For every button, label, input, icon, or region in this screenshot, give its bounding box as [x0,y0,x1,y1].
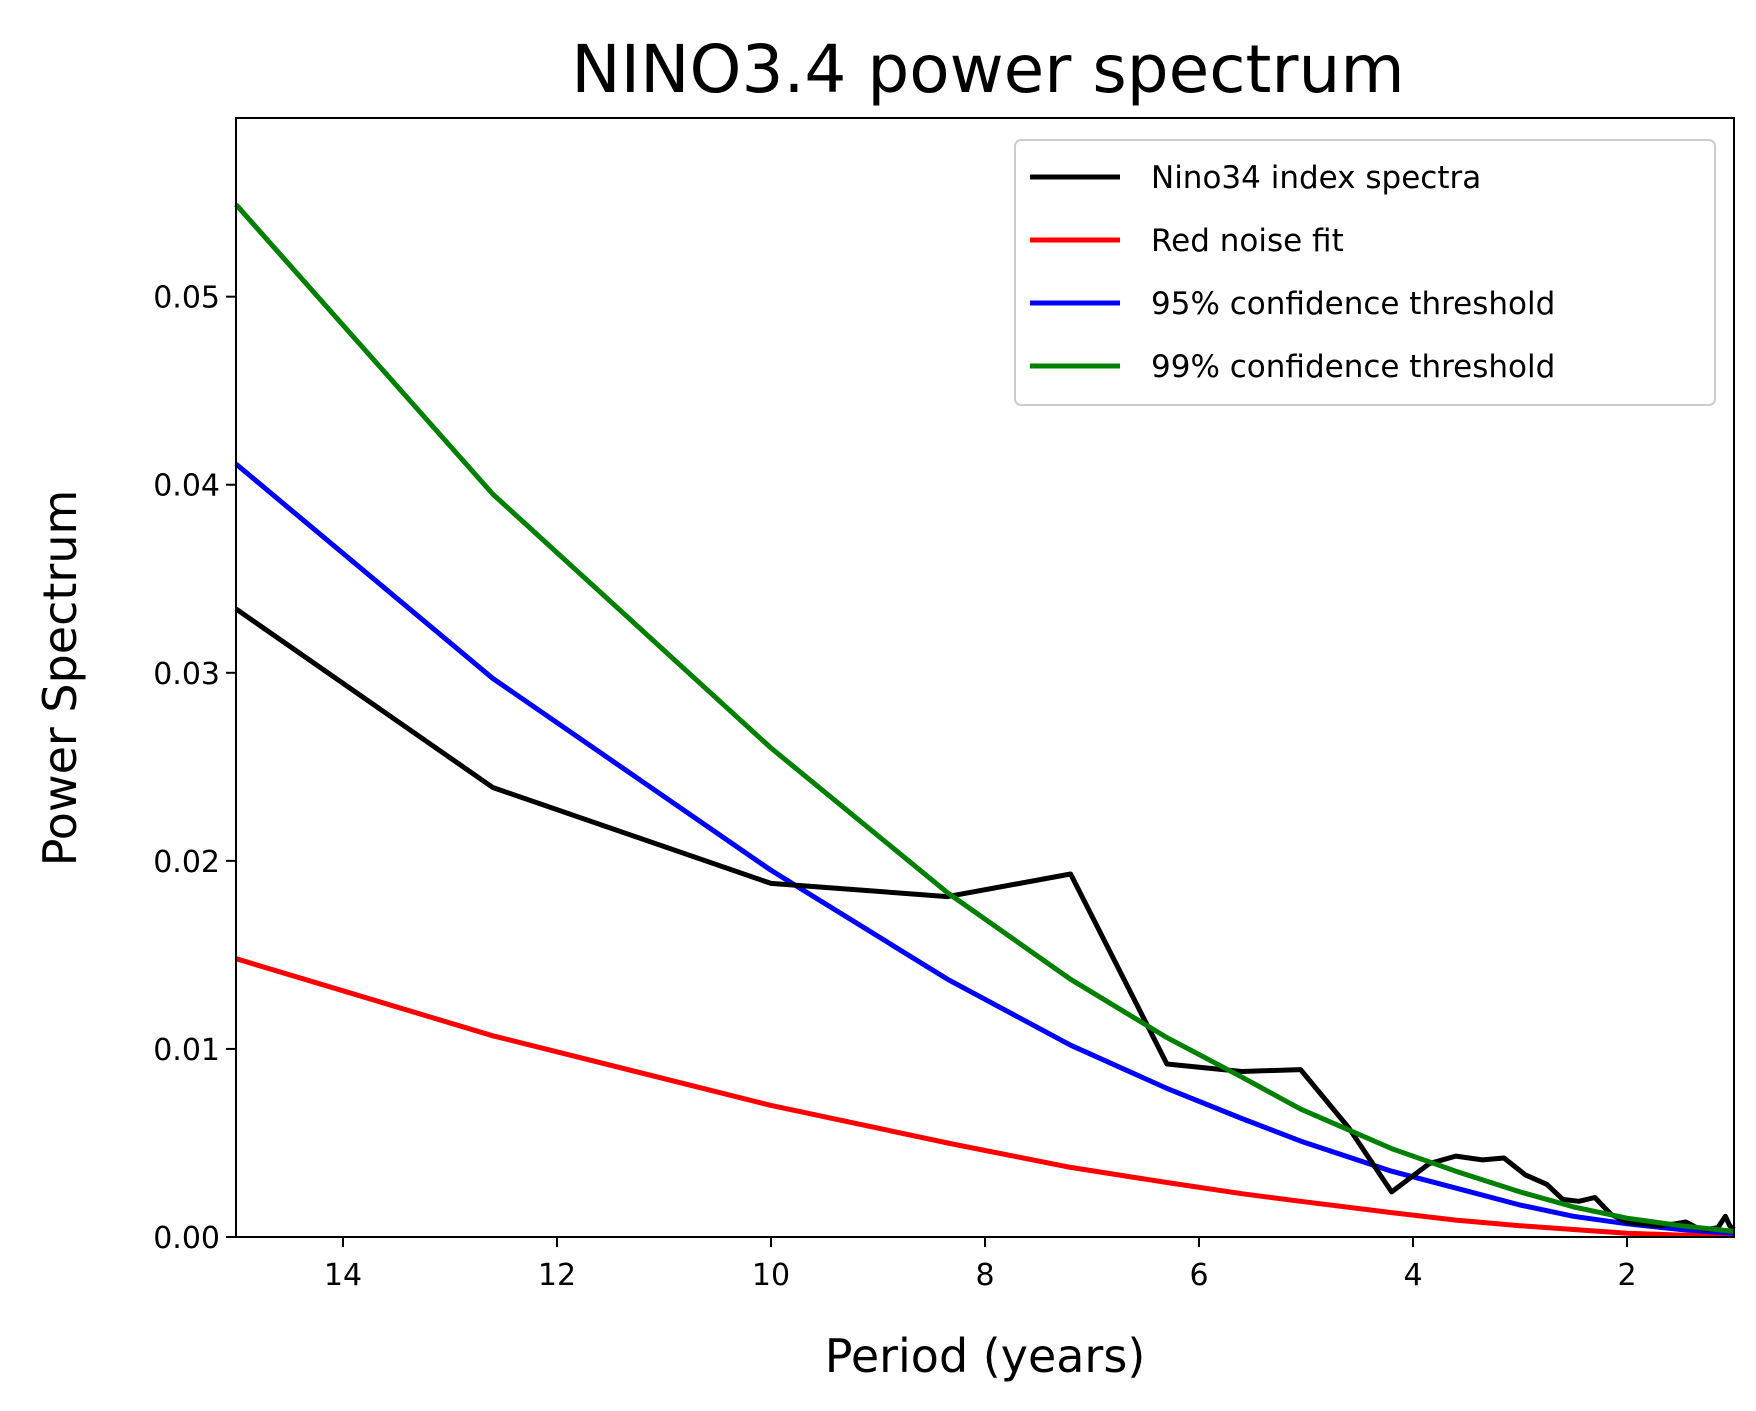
y-axis-label: Power Spectrum [33,490,87,867]
y-axis-ticks: 0.00 0.01 0.02 0.03 0.04 0.05 [153,281,236,1256]
series-line-99-confidence [234,202,1735,1234]
x-tick-label: 12 [538,1258,576,1293]
legend-box [1014,139,1716,406]
x-tick-label: 4 [1403,1258,1422,1293]
series-line-95-confidence [234,462,1735,1236]
x-tick-label: 8 [975,1258,994,1293]
series-line-red-noise [235,956,1734,1238]
x-tick-label: 14 [324,1258,362,1293]
x-axis-ticks: 14 12 10 8 6 4 2 [324,1237,1637,1293]
legend-label-red-noise: Red noise fit [1151,223,1344,259]
x-tick-label: 6 [1189,1258,1208,1293]
legend-label-nino34: Nino34 index spectra [1151,160,1481,196]
plot-lines [234,202,1736,1238]
y-tick-label: 0.02 [153,845,220,880]
y-tick-label: 0.00 [153,1221,220,1256]
legend-label-99-confidence: 99% confidence threshold [1151,349,1555,385]
legend-label-95-confidence: 95% confidence threshold [1151,286,1555,322]
x-tick-label: 10 [752,1258,790,1293]
chart-title: NINO3.4 power spectrum [571,31,1404,108]
y-tick-label: 0.01 [153,1033,220,1068]
x-axis-label: Period (years) [825,1329,1146,1383]
y-tick-label: 0.05 [153,281,220,316]
y-tick-label: 0.04 [153,469,220,504]
y-tick-label: 0.03 [153,657,220,692]
x-tick-label: 2 [1617,1258,1636,1293]
legend: Nino34 index spectra Red noise fit 95% c… [1014,139,1716,406]
